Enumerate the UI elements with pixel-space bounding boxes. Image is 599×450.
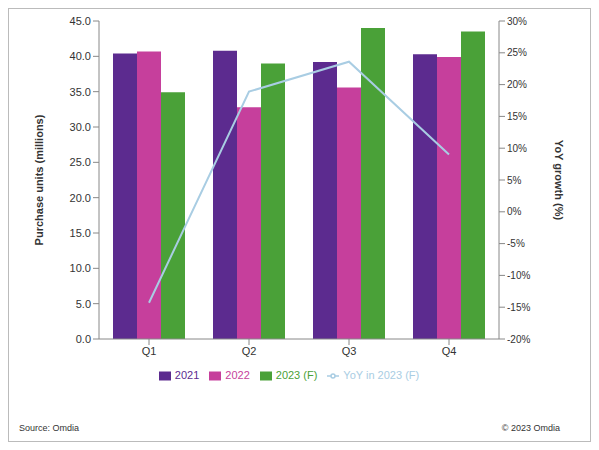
svg-text:20%: 20%	[507, 79, 527, 90]
svg-text:Q2: Q2	[242, 345, 257, 357]
svg-text:Q3: Q3	[342, 345, 357, 357]
svg-text:45.0: 45.0	[70, 15, 91, 27]
svg-text:10%: 10%	[507, 143, 527, 154]
svg-text:15%: 15%	[507, 111, 527, 122]
svg-text:25%: 25%	[507, 47, 527, 58]
svg-text:15.0: 15.0	[70, 227, 91, 239]
html-text:© 2023 Omdia: © 2023 Omdia	[501, 423, 560, 433]
svg-text:YoY growth (%): YoY growth (%)	[553, 140, 565, 221]
svg-text:-15%: -15%	[507, 302, 530, 313]
svg-text:5.0: 5.0	[76, 298, 91, 310]
svg-text:30%: 30%	[507, 16, 527, 27]
html-text:2022: 2022	[225, 369, 250, 381]
svg-text:0.0: 0.0	[76, 333, 91, 345]
svg-text:10.0: 10.0	[70, 262, 91, 274]
svg-text:Q4: Q4	[442, 345, 457, 357]
html-text:Source: Omdia: Source: Omdia	[19, 423, 79, 433]
html-text:2023 (F): 2023 (F)	[275, 369, 318, 381]
svg-text:0%: 0%	[507, 206, 522, 217]
svg-text:40.0: 40.0	[70, 50, 91, 62]
svg-text:Purchase units (millions): Purchase units (millions)	[33, 114, 45, 245]
svg-text:25.0: 25.0	[70, 156, 91, 168]
svg-text:35.0: 35.0	[70, 86, 91, 98]
html-text:2021: 2021	[174, 369, 200, 381]
html-text:YoY in 2023 (F): YoY in 2023 (F)	[343, 369, 420, 381]
svg-text:5%: 5%	[507, 175, 522, 186]
svg-text:30.0: 30.0	[70, 121, 91, 133]
svg-text:-5%: -5%	[507, 238, 525, 249]
svg-text:Q1: Q1	[142, 345, 157, 357]
svg-text:-10%: -10%	[507, 270, 530, 281]
svg-text:20.0: 20.0	[70, 192, 91, 204]
svg-text:-20%: -20%	[507, 334, 530, 345]
